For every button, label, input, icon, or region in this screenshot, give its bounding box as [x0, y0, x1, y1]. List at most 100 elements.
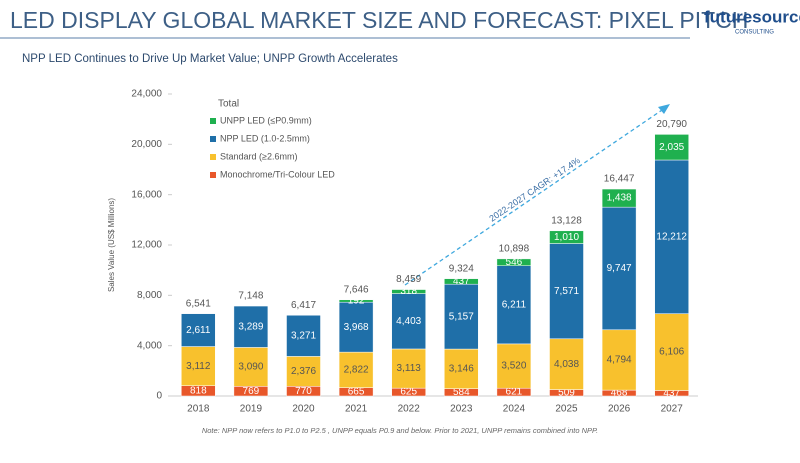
legend-swatch — [210, 136, 216, 142]
total-label: 10,898 — [499, 244, 530, 255]
bar-segment — [338, 301, 374, 353]
segment-label: 2,611 — [186, 325, 211, 336]
total-label: 20,790 — [656, 119, 687, 130]
x-tick-label: 2020 — [292, 404, 315, 415]
total-label: 6,541 — [186, 298, 211, 309]
segment-label: 318 — [400, 286, 417, 297]
segment-label: 7,571 — [554, 286, 579, 297]
x-tick-label: 2019 — [240, 404, 263, 415]
segment-label: 1,010 — [554, 232, 579, 243]
segment-label: 6,106 — [659, 347, 684, 358]
total-label: 7,148 — [238, 291, 263, 302]
total-label: 8,459 — [396, 274, 421, 285]
bar-segment — [549, 243, 584, 340]
segment-label: 4,038 — [554, 359, 579, 370]
legend-swatch — [210, 172, 216, 178]
segment-label: 3,090 — [238, 362, 263, 373]
bar-segment — [391, 293, 426, 350]
segment-label: 2,035 — [659, 142, 684, 153]
annotation: 2022-2027 CAGR: +17.4% — [487, 155, 582, 223]
bar-segment — [286, 315, 321, 357]
bar-segment — [286, 356, 321, 387]
bar-segment — [391, 348, 426, 389]
segment-label: 621 — [506, 387, 523, 398]
total-label: 9,324 — [449, 263, 474, 274]
bar-segment — [601, 206, 637, 331]
segment-label: 3,520 — [501, 361, 526, 372]
x-tick-label: 2025 — [555, 404, 578, 415]
x-tick-label: 2026 — [608, 404, 631, 415]
segment-label: 6,211 — [502, 299, 527, 310]
arrow-head — [658, 104, 670, 114]
segment-label: 2,376 — [291, 366, 316, 377]
logo: futuresource — [704, 7, 800, 26]
segment-label: 3,113 — [397, 363, 422, 374]
bar-segment — [496, 265, 532, 345]
legend-swatch — [210, 118, 216, 124]
x-tick-label: 2023 — [450, 404, 473, 415]
segment-label: 4,403 — [396, 316, 421, 327]
y-tick-label: 0 — [156, 391, 162, 402]
segment-label: 3,146 — [449, 363, 474, 374]
y-axis-label: Sales Value (US$ Millions) — [107, 198, 116, 292]
segment-label: 546 — [506, 257, 523, 268]
bar-segment — [233, 305, 269, 348]
segment-label: 770 — [295, 386, 312, 397]
segment-label: 192 — [348, 296, 365, 307]
y-tick-label: 16,000 — [131, 189, 162, 200]
bar-segment — [233, 347, 269, 387]
segment-label: 5,157 — [449, 311, 474, 322]
legend-label: Monochrome/Tri-Colour LED — [220, 169, 335, 179]
bar-segment — [496, 258, 532, 266]
segment-label: 818 — [190, 385, 207, 396]
x-tick-label: 2027 — [661, 404, 684, 415]
legend-label: NPP LED (1.0-2.5mm) — [220, 133, 310, 143]
segment-label: 769 — [243, 386, 260, 397]
bar-segment — [181, 346, 216, 386]
bar-segment — [549, 230, 584, 244]
total-label: 13,128 — [551, 215, 582, 226]
bar-segment — [181, 313, 216, 347]
bar-segment — [444, 278, 479, 285]
note: Note: NPP now refers to P1.0 to P2.5 , U… — [202, 426, 598, 435]
legend-label: UNPP LED (≤P0.9mm) — [220, 115, 312, 125]
x-tick-label: 2018 — [187, 404, 210, 415]
segment-label: 665 — [348, 386, 365, 397]
legend-swatch — [210, 154, 216, 160]
y-tick-label: 8,000 — [137, 290, 162, 301]
bar-segment — [601, 188, 637, 208]
chart-title: NPP LED Continues to Drive Up Market Val… — [22, 53, 398, 65]
segment-label: 1,438 — [607, 193, 632, 204]
segment-label: 4,794 — [607, 355, 632, 366]
total-label: 6,417 — [291, 300, 316, 311]
x-tick-label: 2021 — [345, 404, 368, 415]
legend-title: Total — [218, 99, 239, 110]
y-tick-label: 20,000 — [131, 139, 162, 150]
bar-segment — [654, 134, 689, 161]
page-title: LED DISPLAY GLOBAL MARKET SIZE AND FOREC… — [10, 7, 748, 33]
segment-label: 625 — [400, 387, 417, 398]
total-label: 7,646 — [344, 284, 369, 295]
segment-label: 3,271 — [291, 330, 316, 341]
legend-label: Standard (≥2.6mm) — [220, 151, 297, 161]
x-tick-label: 2024 — [503, 404, 526, 415]
segment-label: 3,289 — [238, 321, 263, 332]
segment-label: 437 — [453, 276, 470, 287]
bar-segment — [444, 283, 479, 350]
bar-segment — [654, 159, 689, 314]
logo-sub: CONSULTING — [735, 30, 774, 36]
segment-label: 3,112 — [186, 361, 211, 372]
y-tick-label: 4,000 — [137, 340, 162, 351]
bar-segment — [338, 299, 374, 303]
bar-segment — [391, 289, 426, 294]
y-tick-label: 12,000 — [131, 240, 162, 251]
segment-label: 509 — [558, 387, 575, 398]
segment-label: 2,822 — [344, 365, 369, 376]
trend-arrow — [404, 107, 666, 286]
segment-label: 437 — [663, 388, 680, 399]
bar-segment — [549, 338, 584, 390]
segment-label: 584 — [453, 387, 470, 398]
segment-label: 468 — [611, 388, 628, 399]
x-tick-label: 2022 — [398, 404, 421, 415]
